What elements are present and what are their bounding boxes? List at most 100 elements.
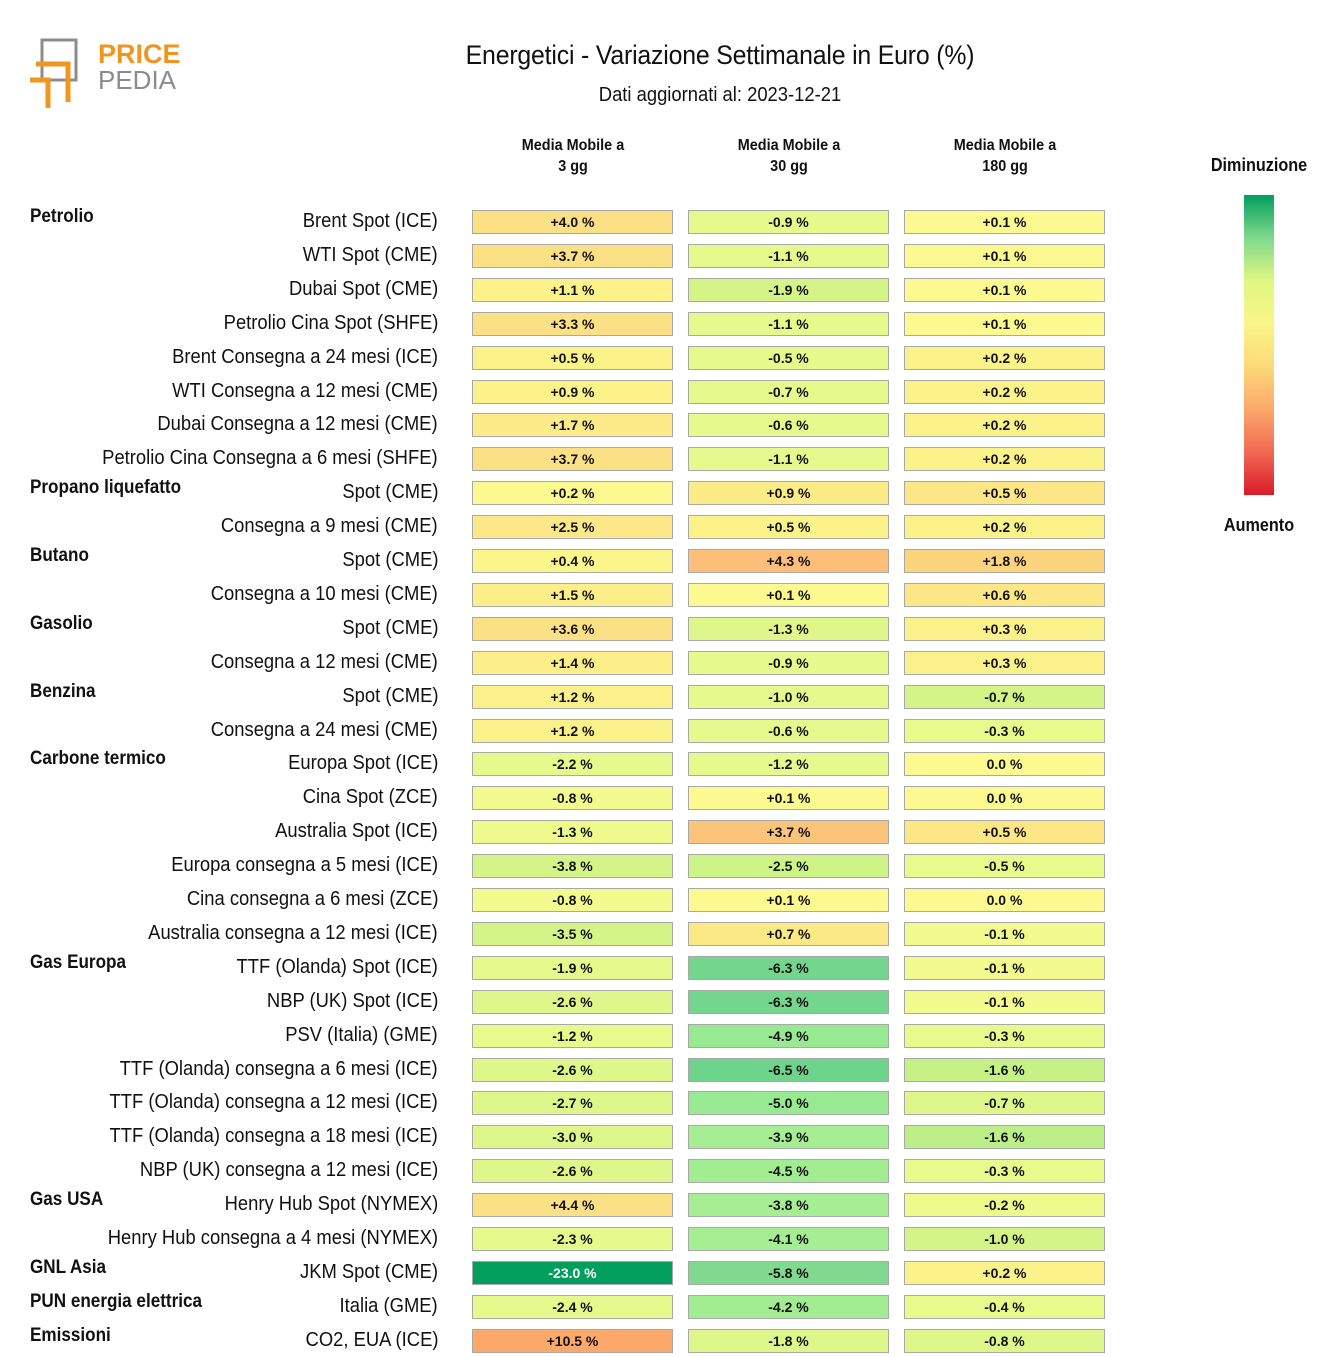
heatmap-cell: +1.4 %	[472, 650, 673, 675]
row-label: Cina consegna a 6 mesi (ZCE)	[186, 888, 438, 910]
heatmap-cell: -2.3 %	[472, 1227, 673, 1251]
heatmap-cell: -0.1 %	[904, 955, 1105, 980]
heatmap-cell: -0.4 %	[904, 1294, 1105, 1319]
heatmap-cell: -0.6 %	[688, 718, 889, 743]
heatmap-cell: +0.9 %	[688, 481, 889, 506]
group-label: Butano	[30, 545, 89, 566]
heatmap-cell: -3.5 %	[472, 921, 673, 946]
heatmap-cell: -0.9 %	[688, 210, 889, 234]
heatmap-cell: -6.3 %	[688, 989, 889, 1014]
row-label: Henry Hub consegna a 4 mesi (NYMEX)	[107, 1227, 438, 1249]
heatmap-cell: +4.0 %	[472, 210, 673, 234]
heatmap-cell: -2.7 %	[472, 1091, 673, 1116]
heatmap-cell: -0.3 %	[904, 718, 1105, 743]
group-label: Gas Europa	[30, 951, 126, 973]
heatmap-cell: -4.1 %	[688, 1227, 889, 1251]
heatmap-cell: -1.2 %	[688, 752, 889, 777]
heatmap-cell: -2.6 %	[472, 1159, 673, 1184]
column-header-3gg: Media Mobile a 3 gg	[521, 137, 625, 175]
heatmap-cell: +1.1 %	[472, 277, 673, 302]
heatmap-cell: +0.5 %	[688, 515, 889, 540]
heatmap-cell: -4.5 %	[688, 1159, 889, 1184]
group-label: GNL Asia	[30, 1256, 107, 1278]
heatmap-cell: -0.3 %	[904, 1023, 1105, 1048]
heatmap-cell: -6.3 %	[688, 955, 889, 980]
heatmap-cell: -1.6 %	[904, 1125, 1105, 1150]
heatmap-cell: -0.7 %	[904, 1091, 1105, 1116]
heatmap-cell: +3.7 %	[472, 447, 673, 472]
heatmap-cell: +0.1 %	[904, 277, 1105, 302]
heatmap-cell: +0.2 %	[904, 447, 1105, 472]
heatmap-cell: -0.2 %	[904, 1193, 1105, 1218]
row-label: Petrolio Cina Consegna a 6 mesi (SHFE)	[102, 447, 438, 470]
heatmap-cell: +0.1 %	[688, 786, 889, 811]
row-label: TTF (Olanda) consegna a 12 mesi (ICE)	[109, 1091, 438, 1114]
heatmap-cell: -5.8 %	[688, 1260, 889, 1285]
row-label: Spot (CME)	[341, 684, 438, 707]
heatmap-cell: -5.0 %	[688, 1091, 889, 1116]
heatmap-cell: +0.1 %	[904, 311, 1105, 336]
row-label: Spot (CME)	[341, 481, 438, 504]
row-label: Consegna a 24 mesi (CME)	[210, 718, 438, 741]
heatmap-cell: -0.8 %	[472, 786, 673, 811]
heatmap-cell: -1.9 %	[688, 277, 889, 302]
heatmap-cell: -1.9 %	[472, 955, 673, 980]
group-label: PUN energia elettrica	[30, 1290, 203, 1312]
heatmap-cell: -2.4 %	[472, 1294, 673, 1319]
heatmap-cell: +4.3 %	[688, 549, 889, 573]
row-label: Australia consegna a 12 mesi (ICE)	[148, 921, 438, 944]
logo-text-pedia: PEDIA	[98, 65, 177, 95]
heatmap-cell: +0.2 %	[904, 379, 1105, 404]
heatmap-cell: -4.9 %	[688, 1023, 889, 1048]
row-label: Europa Spot (ICE)	[287, 752, 438, 775]
heatmap-cell: -1.1 %	[688, 311, 889, 336]
heatmap-cell: -1.3 %	[472, 820, 673, 845]
heatmap-cell: +0.7 %	[688, 921, 889, 946]
heatmap-cell: +3.3 %	[472, 311, 673, 336]
heatmap-cell: +0.9 %	[472, 379, 673, 404]
row-label: Brent Spot (ICE)	[303, 210, 438, 232]
heatmap-cell: -0.1 %	[904, 989, 1105, 1014]
heatmap-cell: +3.7 %	[472, 243, 673, 268]
row-label: Henry Hub Spot (NYMEX)	[224, 1193, 438, 1216]
heatmap-cell: -23.0 %	[472, 1260, 673, 1285]
heatmap-cell: +0.2 %	[904, 515, 1105, 540]
heatmap-cell: -0.7 %	[688, 379, 889, 404]
row-label: Italia (GME)	[339, 1294, 438, 1317]
row-label: WTI Spot (CME)	[303, 243, 438, 266]
heatmap-cell: -1.6 %	[904, 1057, 1105, 1082]
row-label: Consegna a 9 mesi (CME)	[221, 515, 438, 538]
group-label: Gas USA	[30, 1189, 104, 1211]
heatmap-cell: +1.8 %	[904, 549, 1105, 573]
chart-title: Energetici - Variazione Settimanale in E…	[465, 40, 975, 70]
heatmap-cell: -3.0 %	[472, 1125, 673, 1150]
heatmap-cell: +0.1 %	[688, 582, 889, 607]
group-label: Propano liquefatto	[30, 477, 182, 499]
row-label: Europa consegna a 5 mesi (ICE)	[171, 854, 438, 877]
legend-top-label: Diminuzione	[1210, 155, 1308, 175]
heatmap-cell: +0.2 %	[472, 481, 673, 506]
heatmap-cell: +0.1 %	[904, 243, 1105, 268]
heatmap-cell: +0.3 %	[904, 616, 1105, 641]
row-label: TTF (Olanda) consegna a 18 mesi (ICE)	[109, 1125, 438, 1148]
group-label: Emissioni	[30, 1324, 111, 1346]
heatmap-cell: +0.5 %	[472, 345, 673, 370]
row-label: NBP (UK) consegna a 12 mesi (ICE)	[139, 1159, 438, 1182]
heatmap-cell: 0.0 %	[904, 888, 1105, 912]
group-label: Benzina	[30, 680, 96, 702]
heatmap-cell: +1.5 %	[472, 582, 673, 607]
heatmap-cell: -0.9 %	[688, 650, 889, 675]
heatmap-cell: -6.5 %	[688, 1057, 889, 1082]
row-label: Cina Spot (ZCE)	[303, 786, 438, 809]
row-label: JKM Spot (CME)	[299, 1260, 438, 1283]
row-label: PSV (Italia) (GME)	[285, 1023, 438, 1046]
heatmap-cell: +10.5 %	[472, 1328, 673, 1353]
row-label: CO2, EUA (ICE)	[305, 1328, 438, 1351]
heatmap-cell: +1.2 %	[472, 684, 673, 709]
heatmap-cell: -2.6 %	[472, 1057, 673, 1082]
row-label: Dubai Consegna a 12 mesi (CME)	[157, 413, 438, 436]
heatmap-cell: -1.2 %	[472, 1023, 673, 1048]
heatmap-cell: -0.1 %	[904, 921, 1105, 946]
group-label: Gasolio	[30, 612, 93, 634]
column-header-30gg: Media Mobile a 30 gg	[737, 137, 841, 175]
